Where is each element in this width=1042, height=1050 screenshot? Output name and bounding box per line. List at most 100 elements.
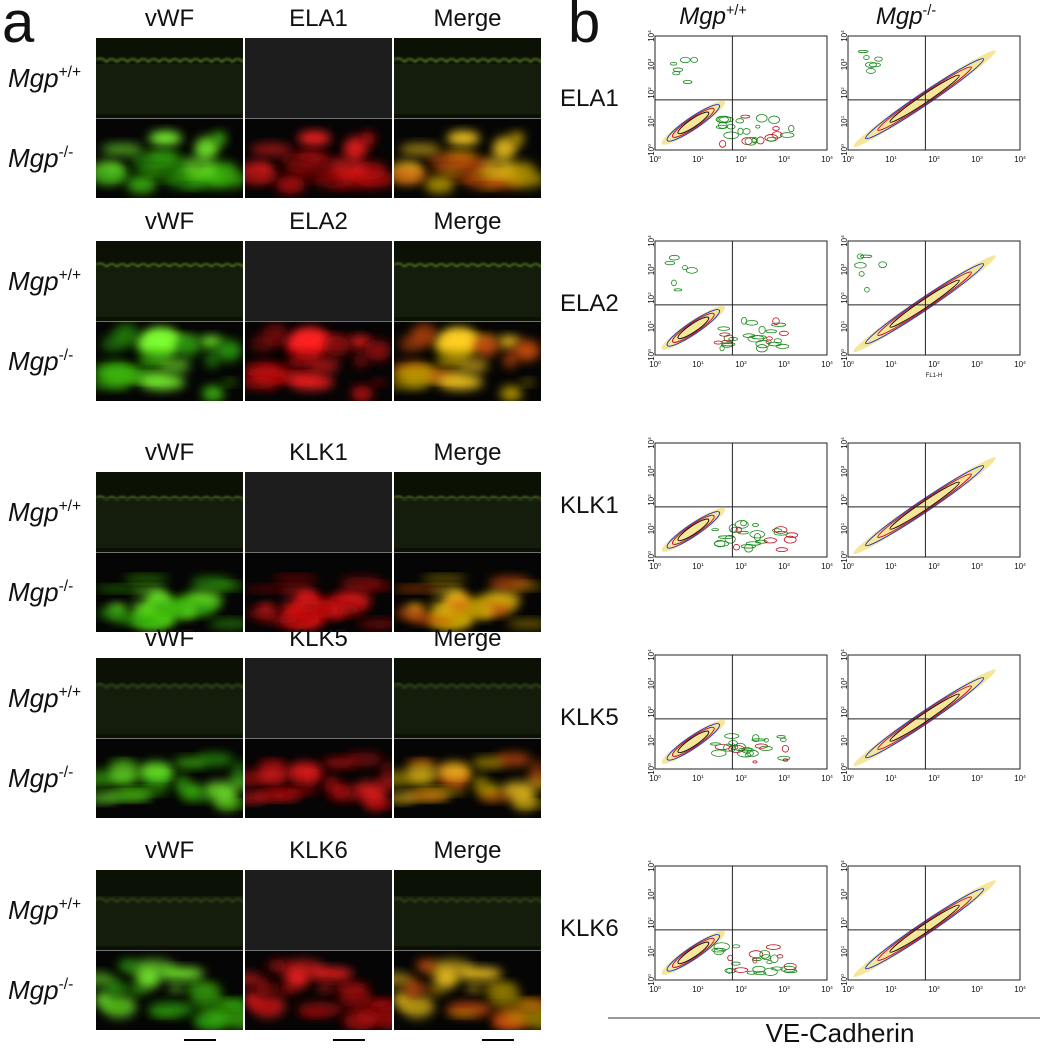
text-sup: 3 [647,263,653,266]
y-tick-label: 104 [840,235,849,247]
stain [126,175,157,194]
x-tick-label: 104 [1014,360,1026,369]
y-tick-label: 100 [647,551,656,563]
text-base: 10 [647,708,656,717]
text-base: 10 [928,360,937,369]
text-sup: 1 [647,522,653,525]
scatter-contour [773,530,789,536]
stain [278,959,326,979]
stain [180,791,214,802]
y-tick-label: 100 [840,974,849,986]
scatter-contour [723,334,735,343]
density-contour [853,50,996,148]
scatter-contour [776,735,786,739]
stain [150,1010,180,1017]
micrograph-bg [245,38,392,118]
channel-header: KLK1 [289,439,348,466]
scatter-contour [730,743,736,752]
y-tick-label: 101 [840,734,849,746]
text-sup: 3 [840,465,846,468]
text-base: Mgp [679,3,726,30]
stain [445,175,479,182]
stain [472,775,489,795]
micrograph [394,472,541,552]
density-contour [671,312,715,343]
stain [372,1007,392,1030]
text-sup: 4 [830,774,833,780]
text-sup: 2 [840,87,846,90]
density-contour [865,465,985,547]
micrograph [96,738,243,818]
density-contour [661,305,726,350]
density-contour [661,100,726,145]
y-tick-label: 101 [840,320,849,332]
micrograph [394,321,541,401]
text-base: 10 [840,862,849,871]
text-base: 10 [647,862,656,871]
scatter-contour [719,345,725,352]
channel-header: KLK6 [289,837,348,864]
text-sup: 1 [647,945,653,948]
scatter-contour [788,124,795,133]
text-base: Mgp [8,63,59,93]
text-sup: 3 [840,58,846,61]
micrograph [245,870,392,950]
x-tick-label: 101 [885,360,897,369]
text-sup: 4 [840,30,846,33]
scatter-contour [679,56,691,64]
stain [198,335,223,348]
scatter-contour [766,136,777,142]
scatter-contour [763,537,777,544]
text-sup: 3 [647,465,653,468]
scatter-contour [723,131,739,140]
text-base: 10 [647,976,656,985]
scatter-contour [752,523,759,527]
text-base: 10 [885,985,894,994]
text-sup: 1 [894,562,897,568]
stain [272,575,318,583]
x-tick-label: 101 [885,155,897,164]
text-base: 10 [647,89,656,98]
scatter-contour [733,967,749,973]
scatter-contour [765,944,781,950]
x-tick-label: 104 [821,562,833,571]
text-sup: 4 [1023,155,1026,161]
y-tick-label: 104 [647,235,656,247]
stain [483,590,521,607]
text-base: 10 [821,155,830,164]
density-contour [671,937,715,968]
scatter-contour [742,333,756,338]
density-contour [865,263,985,345]
density-contour [677,518,710,542]
stain [291,327,329,350]
density-contour [877,685,972,750]
text-sup: 3 [980,360,983,366]
stain [253,1003,277,1011]
scatter-contour [770,954,779,964]
y-tick-label: 100 [840,551,849,563]
stain [96,972,114,986]
tissue [394,684,541,734]
micrograph [96,321,243,401]
text-base: 10 [840,351,849,360]
flow-plot [847,240,1021,356]
x-tick-label: 100 [842,774,854,783]
density-contour [853,457,996,555]
text-base: 10 [842,985,851,994]
genotype-label: Mgp+/+ [8,497,81,527]
text-base: 10 [647,765,656,774]
scatter-contour [763,967,778,976]
y-tick-label: 104 [647,649,656,661]
text-sup: 2 [840,494,846,497]
micrograph [394,870,541,950]
y-tick-label: 100 [840,144,849,156]
density-contour [677,730,710,754]
x-tick-label: 100 [842,360,854,369]
text-base: 10 [647,294,656,303]
stain [245,376,279,390]
endothelium [394,57,541,63]
x-tick-label: 101 [885,562,897,571]
stain [338,987,372,1008]
y-tick-label: 102 [647,917,656,929]
x-tick-label: 102 [928,360,940,369]
